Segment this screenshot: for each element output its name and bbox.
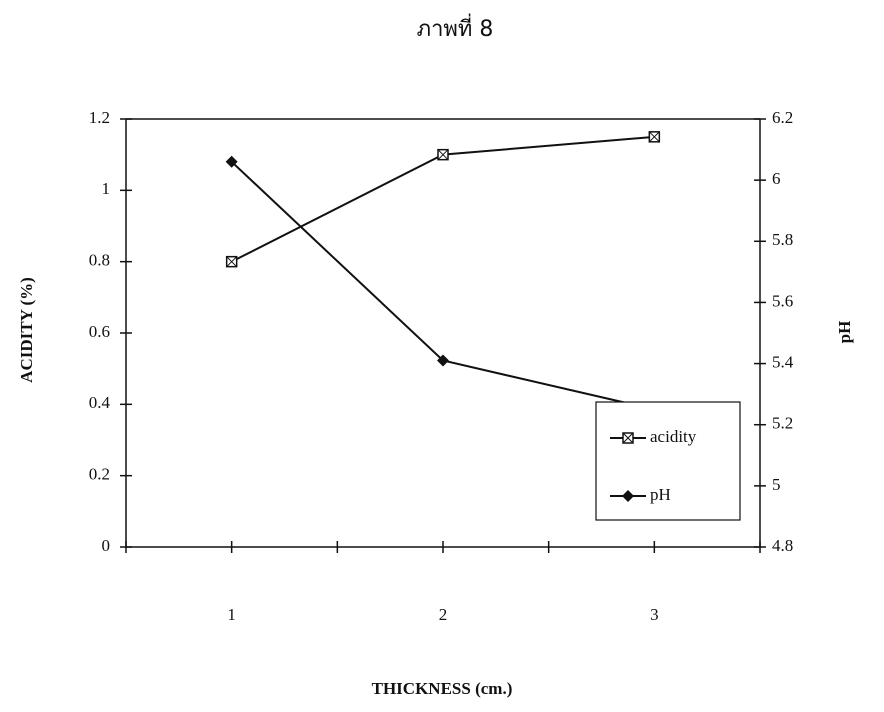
y2-tick-label: 5.8 xyxy=(772,230,793,249)
chart: ภาพที่ 8 THICKNESS (cm.) ACIDITY (%) pH … xyxy=(0,0,884,712)
marker xyxy=(649,132,659,142)
y-tick-label: 0.8 xyxy=(89,251,110,270)
y2-tick-label: 5.6 xyxy=(772,291,793,310)
y-tick-label: 0.2 xyxy=(89,465,110,484)
y2-tick-label: 5 xyxy=(772,475,781,494)
y-axis-label: ACIDITY (%) xyxy=(17,277,36,383)
marker xyxy=(438,150,448,160)
y-tick-label: 0 xyxy=(102,536,111,555)
x-tick-label: 1 xyxy=(227,605,236,624)
y2-tick-label: 5.4 xyxy=(772,352,794,371)
y-tick-label: 0.4 xyxy=(89,393,111,412)
y-tick-label: 1 xyxy=(102,179,111,198)
x-tick-label: 2 xyxy=(439,605,448,624)
marker xyxy=(227,257,237,267)
y2-tick-label: 6.2 xyxy=(772,108,793,127)
y2-tick-label: 5.2 xyxy=(772,414,793,433)
x-axis-label: THICKNESS (cm.) xyxy=(372,679,513,698)
legend-label: acidity xyxy=(650,427,697,446)
y2-axis-label: pH xyxy=(835,321,854,344)
y-tick-label: 1.2 xyxy=(89,108,110,127)
chart-title: ภาพที่ 8 xyxy=(417,13,494,42)
y2-tick-label: 6 xyxy=(772,169,781,188)
legend-marker xyxy=(623,433,633,443)
legend-label: pH xyxy=(650,485,671,504)
y-tick-label: 0.6 xyxy=(89,322,110,341)
y2-tick-label: 4.8 xyxy=(772,536,793,555)
series-line xyxy=(232,162,655,410)
x-tick-label: 3 xyxy=(650,605,659,624)
